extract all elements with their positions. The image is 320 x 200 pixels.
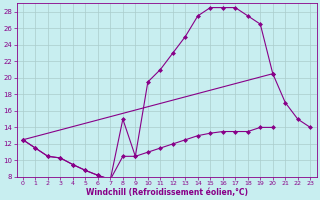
X-axis label: Windchill (Refroidissement éolien,°C): Windchill (Refroidissement éolien,°C) bbox=[85, 188, 248, 197]
